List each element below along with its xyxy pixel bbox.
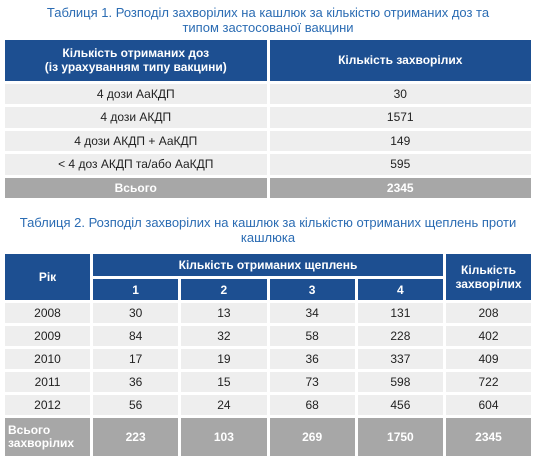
cell: 2345 — [446, 418, 531, 456]
cell: 208 — [446, 303, 531, 323]
cell: 1571 — [269, 107, 531, 128]
table-row: 2009 84 32 58 228 402 — [5, 326, 531, 346]
cell: 4 дози АКДП — [5, 107, 267, 128]
table-row: 4 дози АаКДП 30 — [5, 83, 531, 105]
cell: 2011 — [5, 372, 90, 392]
cell: 73 — [269, 372, 355, 392]
table-row: 2008 30 13 34 131 208 — [5, 303, 531, 323]
cell: 84 — [93, 326, 179, 346]
cell: 4 дози АКДП + АаКДП — [5, 130, 267, 152]
table-row: 2011 36 15 73 598 722 — [5, 372, 531, 392]
cell: 456 — [357, 395, 443, 415]
cell: 2012 — [5, 395, 90, 415]
cell: < 4 доз АКДП та/або АаКДП — [5, 154, 267, 175]
cell: 2345 — [269, 177, 531, 198]
header-cell: 1 — [93, 279, 179, 300]
table-row: 2012 56 24 68 456 604 — [5, 395, 531, 415]
cell: 131 — [357, 303, 443, 323]
table-row: 4 дози АКДП 1571 — [5, 107, 531, 128]
cell: 30 — [93, 303, 179, 323]
total-row: Всього 2345 — [5, 177, 531, 198]
cell: 269 — [269, 418, 355, 456]
cell: 19 — [181, 349, 267, 369]
header-cell: Кількість отриманих щеплень — [93, 254, 443, 276]
cell: 2010 — [5, 349, 90, 369]
header-cell: Кількість отриманих доз (із урахуванням … — [5, 40, 267, 81]
cell: 595 — [269, 154, 531, 175]
header-cell: 3 — [269, 279, 355, 300]
table-title: Таблиця 2. Розподіл захворілих на кашлюк… — [19, 215, 517, 245]
cell: 598 — [357, 372, 443, 392]
cell: 409 — [446, 349, 531, 369]
cell: 68 — [269, 395, 355, 415]
cell: 103 — [181, 418, 267, 456]
header-cell: Кількість захворілих — [446, 254, 531, 300]
cell: 2008 — [5, 303, 90, 323]
header-cell: 4 — [357, 279, 443, 300]
cell: Всього захворілих — [5, 418, 90, 456]
cell: 604 — [446, 395, 531, 415]
cell: 32 — [181, 326, 267, 346]
cell: 24 — [181, 395, 267, 415]
cell: Всього — [5, 177, 267, 198]
cell: 56 — [93, 395, 179, 415]
cell: 15 — [181, 372, 267, 392]
table: Рік Кількість отриманих щеплень Кількіст… — [2, 251, 534, 459]
cell: 1750 — [357, 418, 443, 456]
cell: 17 — [93, 349, 179, 369]
cell: 36 — [93, 372, 179, 392]
table-row: 4 дози АКДП + АаКДП 149 — [5, 130, 531, 152]
cell: 36 — [269, 349, 355, 369]
cell: 34 — [269, 303, 355, 323]
cell: 402 — [446, 326, 531, 346]
cell: 228 — [357, 326, 443, 346]
cell: 149 — [269, 130, 531, 152]
header-cell: Рік — [5, 254, 90, 300]
header-cell: 2 — [181, 279, 267, 300]
table-row: 2010 17 19 36 337 409 — [5, 349, 531, 369]
cell: 223 — [93, 418, 179, 456]
table-title: Таблиця 1. Розподіл захворілих на кашлюк… — [46, 5, 490, 35]
cell: 13 — [181, 303, 267, 323]
cell: 2009 — [5, 326, 90, 346]
cell: 58 — [269, 326, 355, 346]
cell: 4 дози АаКДП — [5, 83, 267, 105]
header-cell: Кількість захворілих — [269, 40, 531, 81]
cell: 337 — [357, 349, 443, 369]
cell: 30 — [269, 83, 531, 105]
total-row: Всього захворілих 223 103 269 1750 2345 — [5, 418, 531, 456]
table-row: < 4 доз АКДП та/або АаКДП 595 — [5, 154, 531, 175]
cell: 722 — [446, 372, 531, 392]
table: Кількість отриманих доз (із урахуванням … — [2, 37, 534, 201]
